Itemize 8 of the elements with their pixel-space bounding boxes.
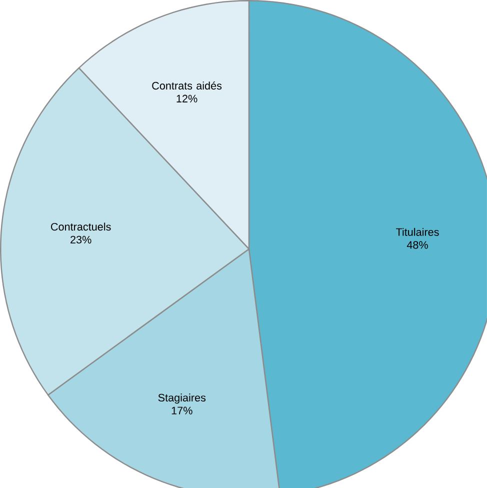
data-label: 23% [70, 236, 92, 244]
data-label: 12% [176, 94, 198, 102]
slice-label: Contrats aidés [152, 81, 222, 90]
slice-label: Titulaires [396, 228, 439, 236]
slice-label: Contractuels [51, 222, 111, 231]
data-label: 48% [406, 241, 428, 249]
data-label: 17% [172, 406, 192, 414]
slice-label: Stagiaires [158, 394, 206, 404]
